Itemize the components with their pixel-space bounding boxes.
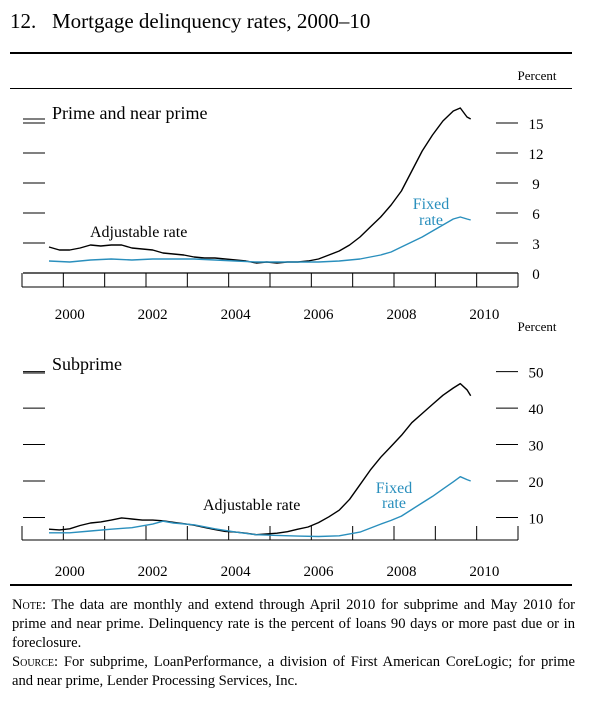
y-tick-label: 30 — [529, 439, 544, 455]
title-rule — [10, 52, 572, 54]
series-line-adjustable-rate — [48, 382, 472, 536]
x-tick-label: 2008 — [386, 307, 416, 323]
y-tick-label: 15 — [529, 117, 544, 133]
unit-label: Percent — [518, 68, 557, 83]
x-tick-label: 2000 — [55, 564, 85, 580]
x-tick-label: 2004 — [221, 307, 252, 323]
note-label: Note: — [12, 597, 47, 613]
y-tick-label: 50 — [529, 366, 544, 382]
y-tick-label: 9 — [532, 177, 540, 193]
x-tick-label: 2000 — [55, 307, 85, 323]
x-tick-label: 2002 — [138, 307, 168, 323]
x-tick-label: 2006 — [304, 307, 335, 323]
x-tick-label: 2004 — [221, 564, 252, 580]
y-tick-label: 3 — [532, 237, 540, 253]
y-tick-label: 20 — [529, 475, 544, 491]
series-label-fixed-rate: rate — [382, 495, 406, 512]
bottom-rule — [10, 584, 572, 586]
x-tick-label: 2008 — [386, 564, 416, 580]
source-text: For subprime, LoanPerformance, a divisio… — [12, 654, 575, 689]
y-tick-label: 12 — [529, 147, 544, 163]
panel-label: Subprime — [52, 354, 122, 374]
figure-number: 12. — [10, 9, 37, 33]
x-tick-label: 2006 — [304, 564, 335, 580]
x-tick-label: 2002 — [138, 564, 168, 580]
y-tick-label: 6 — [532, 207, 540, 223]
source-label: Source: — [12, 654, 59, 670]
series-label-adjustable-rate: Adjustable rate — [203, 497, 300, 514]
y-tick-label: 10 — [529, 512, 544, 528]
figure-title-text: Mortgage delinquency rates, 2000–10 — [52, 9, 371, 33]
panel-top-rule — [10, 88, 572, 89]
series-line-fixed-rate — [49, 476, 471, 538]
series-line-fixed-rate — [48, 216, 471, 263]
series-label-fixed-rate: Fixed — [413, 196, 449, 213]
note-paragraph: Note: The data are monthly and extend th… — [12, 596, 575, 653]
figure-notes: Note: The data are monthly and extend th… — [12, 596, 575, 691]
figure-title: 12. Mortgage delinquency rates, 2000–10 — [10, 9, 370, 34]
y-tick-label: 40 — [529, 402, 544, 418]
source-paragraph: Source: For subprime, LoanPerformance, a… — [12, 653, 575, 691]
panel-label: Prime and near prime — [52, 103, 207, 123]
y-tick-label: 0 — [532, 267, 540, 283]
unit-label: Percent — [518, 319, 557, 334]
x-tick-label: 2010 — [469, 307, 499, 323]
series-label-fixed-rate: Fixed — [376, 480, 412, 497]
note-text: The data are monthly and extend through … — [12, 597, 575, 651]
x-tick-label: 2010 — [469, 564, 499, 580]
series-label-fixed-rate: rate — [419, 212, 443, 229]
series-label-adjustable-rate: Adjustable rate — [90, 224, 187, 241]
